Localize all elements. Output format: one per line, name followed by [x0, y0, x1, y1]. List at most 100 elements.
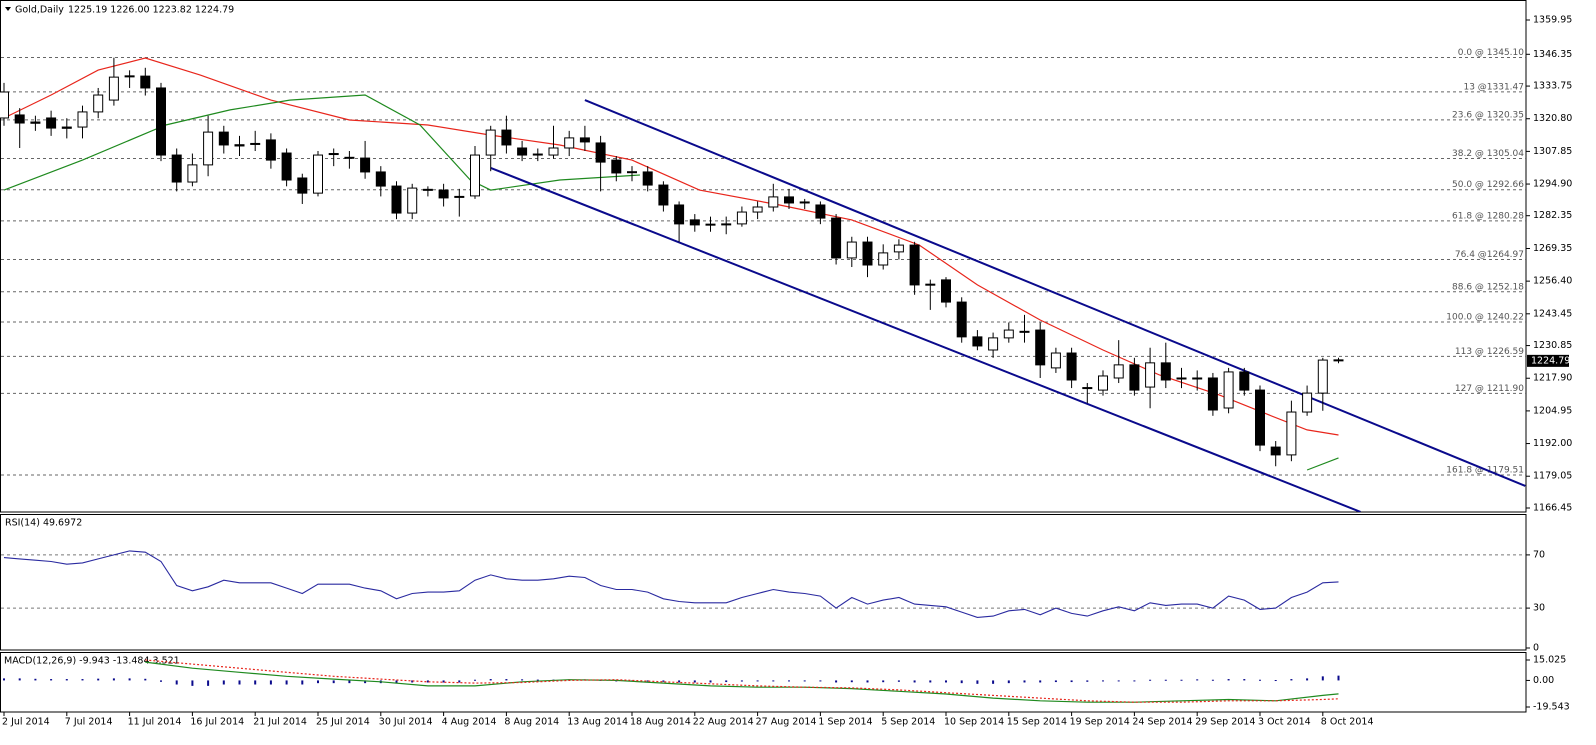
fib-label: 13 @1331.47 [1463, 82, 1524, 92]
y-tick-label: 1333.75 [1533, 81, 1572, 92]
candle-body [1113, 364, 1124, 379]
macd-bar [1321, 676, 1324, 681]
candle-body [218, 131, 229, 146]
macd-bar [866, 680, 869, 683]
x-tick-label: 3 Oct 2014 [1258, 717, 1311, 728]
candle-body [124, 75, 135, 78]
macd-signal-line [145, 659, 1339, 703]
macd-bar [960, 680, 963, 684]
macd-bar [81, 679, 84, 681]
macd-bar [929, 680, 932, 683]
candle-body [1098, 375, 1108, 391]
candle-body [77, 111, 88, 128]
candle-body [1145, 362, 1156, 388]
macd-bar [285, 680, 288, 685]
macd-bar [128, 678, 131, 681]
x-tick-label: 16 Jul 2014 [190, 717, 244, 728]
y-tick-label: 30 [1533, 603, 1545, 614]
y-tick-label: 1294.90 [1533, 179, 1572, 190]
x-tick-label: 2 Jul 2014 [2, 717, 50, 728]
macd-bar [222, 680, 225, 685]
macd-bar [1290, 679, 1293, 681]
candle-body [0, 91, 9, 119]
candle-body [1286, 411, 1297, 456]
candle-body [93, 94, 104, 113]
y-tick-label: 1320.80 [1533, 113, 1572, 124]
macd-bar [1007, 680, 1010, 684]
candle-body [328, 153, 339, 156]
candle-body [281, 152, 292, 181]
candle-body [485, 129, 496, 156]
macd-bar [65, 679, 68, 681]
symbol-title: Gold,Daily [15, 5, 64, 16]
candle-body [799, 201, 810, 204]
macd-bar [238, 680, 241, 685]
macd-bar [3, 678, 5, 681]
macd-bar [709, 680, 712, 683]
candle-body [831, 217, 842, 259]
candle-body [156, 87, 166, 156]
main-panel-frame [0, 0, 1527, 513]
fib-label: 0.0 @ 1345.10 [1458, 48, 1525, 58]
y-tick-label: 1243.45 [1533, 308, 1572, 319]
ohlc-label: 1225.19 1226.00 1223.82 1224.79 [68, 5, 234, 16]
candle-body [893, 244, 904, 253]
macd-bar [1023, 680, 1026, 683]
candle-body [784, 196, 794, 204]
candle-body [548, 147, 559, 156]
macd-bar [458, 680, 461, 683]
candle-body [627, 171, 637, 174]
candle-body [878, 252, 889, 266]
candle-body [642, 171, 653, 186]
candle-body [689, 219, 700, 226]
macd-bar [1274, 680, 1277, 682]
x-tick-label: 1 Sep 2014 [818, 717, 872, 728]
macd-bar [1102, 680, 1104, 682]
macd-bar [1086, 680, 1089, 682]
rsi-panel-frame [0, 514, 1527, 651]
x-tick-label: 22 Aug 2014 [693, 717, 754, 728]
y-tick-label: 1230.85 [1533, 340, 1572, 351]
macd-bar [50, 679, 53, 681]
macd-bar [740, 680, 743, 682]
x-tick-label: 10 Sep 2014 [944, 717, 1004, 728]
macd-bar [1070, 680, 1073, 683]
candle-body [1255, 389, 1265, 446]
candle-body [375, 171, 386, 187]
y-tick-label: 1359.95 [1533, 14, 1572, 25]
y-tick-label: 15.025 [1533, 654, 1566, 665]
y-tick-label: 1346.35 [1533, 49, 1572, 60]
candle-body [532, 153, 543, 156]
x-tick-label: 25 Jul 2014 [316, 717, 370, 728]
rsi-title: RSI(14) 49.6972 [5, 518, 82, 529]
candle-body [250, 142, 261, 145]
macd-main-line [145, 661, 1339, 703]
macd-bar [395, 680, 398, 684]
macd-bar [772, 680, 775, 682]
candle-body [422, 188, 433, 191]
x-tick-label: 24 Sep 2014 [1132, 717, 1192, 728]
candle-body [1317, 359, 1328, 394]
candle-body [140, 75, 151, 89]
y-tick-label: 1179.05 [1533, 471, 1572, 482]
x-tick-label: 8 Oct 2014 [1321, 717, 1374, 728]
channel-line [584, 99, 1526, 487]
candle-body [1160, 362, 1171, 381]
candle-body [470, 154, 480, 197]
candle-body [1035, 329, 1046, 366]
candle-body [1066, 352, 1077, 381]
menu-arrow[interactable] [5, 7, 11, 11]
macd-bar [646, 680, 649, 682]
macd-bar [521, 679, 524, 681]
macd-bar [112, 678, 115, 681]
channel-line [490, 166, 1361, 512]
y-tick-label: 1269.35 [1533, 243, 1572, 254]
candle-body [297, 177, 308, 194]
candle-body [360, 157, 371, 173]
y-tick-label: 1192.00 [1533, 438, 1572, 449]
y-tick-label: 1307.85 [1533, 146, 1572, 157]
macd-bar [835, 680, 838, 683]
